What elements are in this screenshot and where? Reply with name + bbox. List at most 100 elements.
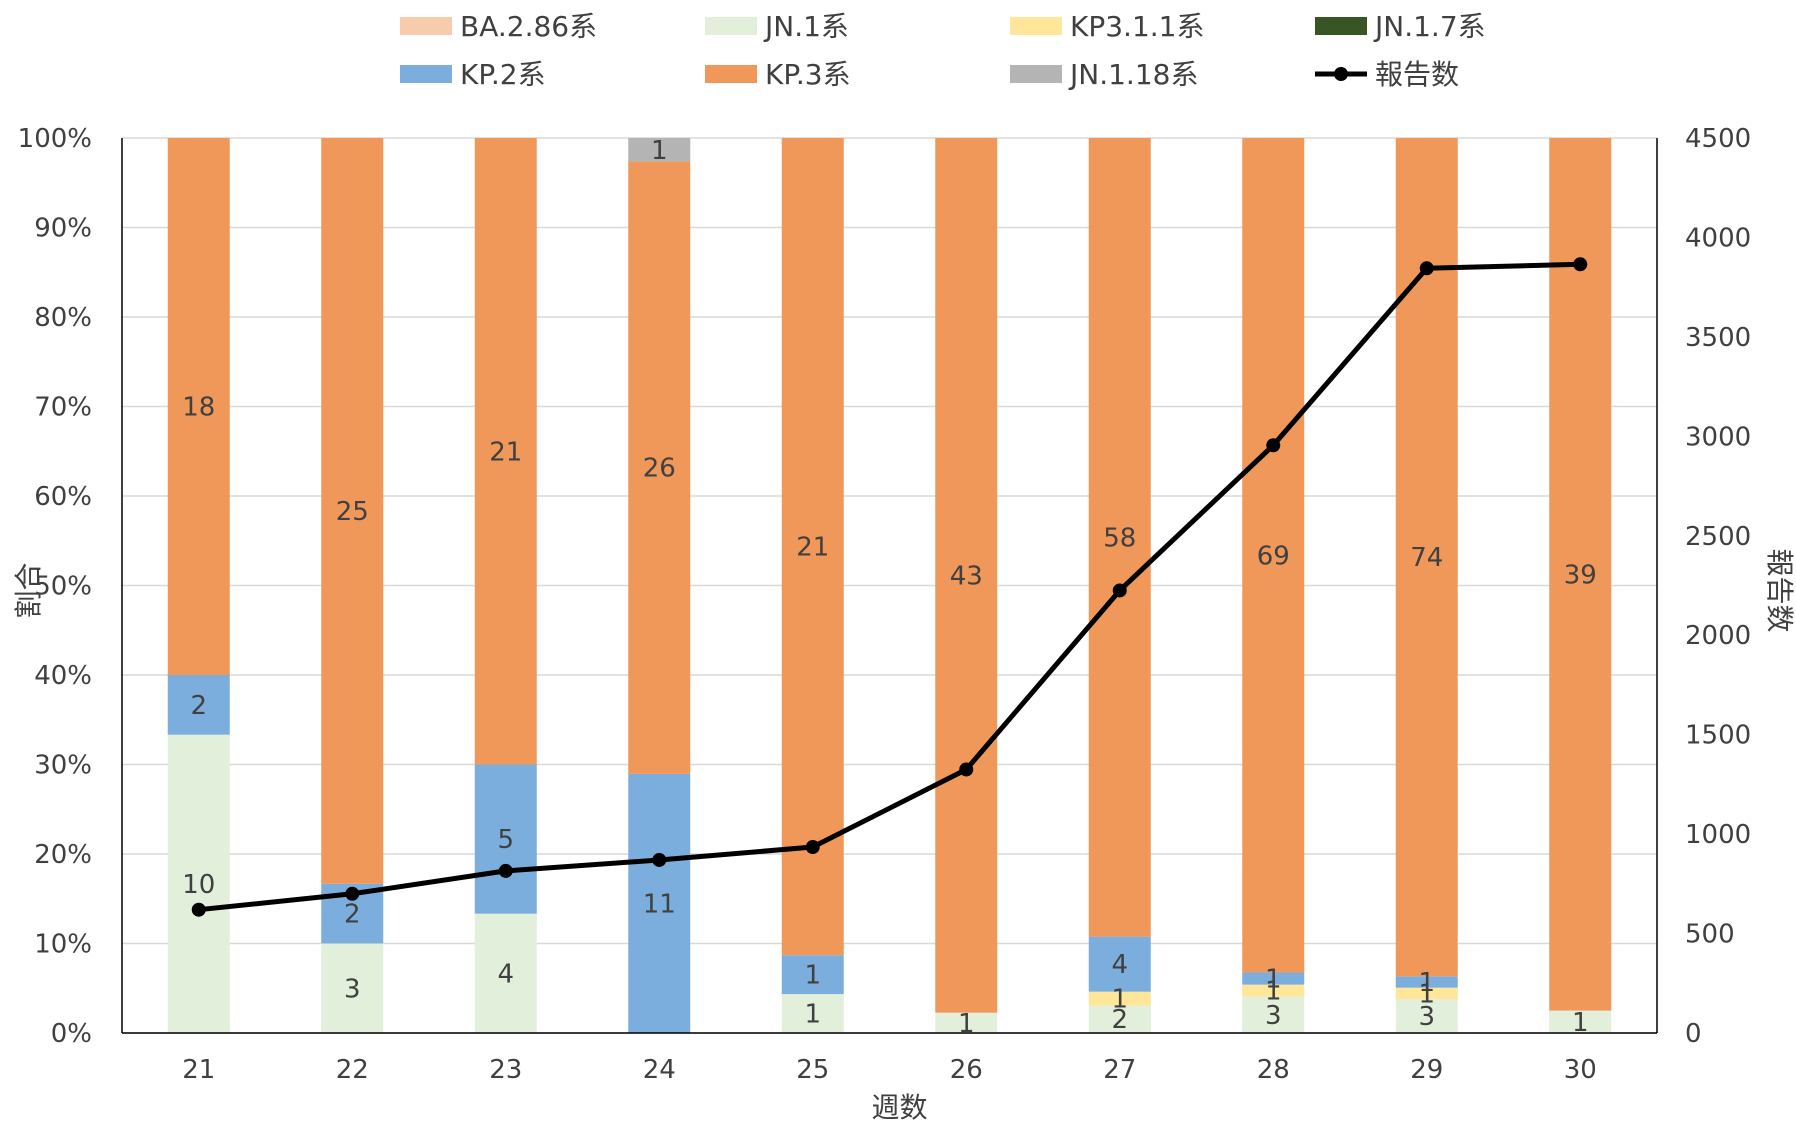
x-tick-label: 28 [1257,1055,1290,1085]
bar-data-label: 1 [1265,977,1282,1007]
bars [167,138,1612,1033]
x-tick-label: 24 [643,1055,676,1085]
x-tick-label: 30 [1564,1055,1597,1085]
y-tick-label: 20% [34,840,92,870]
bar-segment [167,734,230,1033]
bar-segment [1549,138,1612,1011]
x-tick-label: 23 [489,1055,522,1085]
report-count-point [1266,438,1281,453]
y2-tick-label: 1000 [1685,820,1751,850]
bar-data-label: 69 [1257,541,1290,571]
bar-data-label: 2 [190,691,207,721]
x-tick-label: 22 [336,1055,369,1085]
bar-segment [1242,138,1305,973]
bar-data-label: 2 [1111,1005,1128,1035]
bar-segment [1549,1010,1612,1033]
x-axis-title: 週数 [871,1091,927,1124]
bar-segment [321,943,384,1033]
y-tick-label: 70% [34,393,92,423]
legend: BA.2.86系 JN.1系 KP3.1.1系 JN.1.7系 KP.2系 KP.3系 JN… [400,10,1486,91]
bar-data-label: 1 [1265,965,1282,995]
y2-tick-label: 4500 [1685,124,1751,154]
x-tick-label: 25 [796,1055,829,1085]
bar-data-label: 25 [336,497,369,527]
bar-segment [1242,972,1305,985]
bar-data-labels: 1021832254521112611121143214583116931174… [182,136,1597,1039]
bar-data-label: 1 [1572,1008,1589,1038]
legend-label: 報告数 [1375,58,1459,91]
legend-label: BA.2.86系 [460,10,597,43]
bar-data-label: 4 [497,959,514,989]
bar-segment [628,773,691,1033]
bar-data-label: 3 [344,974,361,1004]
bar-segment [781,994,844,1033]
bar-data-label: 1 [1418,979,1435,1009]
report-count-point [191,902,206,917]
bar-data-label: 21 [489,437,522,467]
y2-tick-label: 2500 [1685,522,1751,552]
bar-segment [1395,987,1458,1000]
y2-tick-label: 1500 [1685,721,1751,751]
bar-data-label: 74 [1410,543,1443,573]
bar-data-label: 58 [1103,523,1136,553]
legend-swatch [1010,17,1062,35]
x-tick-label: 21 [182,1055,215,1085]
report-count-line [191,257,1588,917]
x-tick-label: 29 [1410,1055,1443,1085]
legend-label: KP.2系 [460,58,546,91]
bar-data-label: 1 [804,1000,821,1030]
bar-segment [1088,1005,1151,1033]
bar-data-label: 1 [958,1009,975,1039]
report-count-point [345,886,360,901]
y-tick-label: 0% [51,1019,92,1049]
report-count-point [1112,583,1127,598]
bar-segment [1088,138,1151,937]
report-count-point [959,762,974,777]
bar-data-label: 26 [643,454,676,484]
y-tick-label: 30% [34,751,92,781]
legend-swatch [705,17,757,35]
bar-segment [1242,996,1305,1033]
legend-swatch [1010,65,1062,83]
y2-tick-label: 3500 [1685,323,1751,353]
y-tick-label: 40% [34,661,92,691]
bar-segment [628,138,691,162]
legend-label: KP3.1.1系 [1070,10,1205,43]
y-axis-title: 割合 [12,562,45,618]
bar-segment [935,1012,998,1033]
report-count-polyline [198,261,1581,913]
bar-segment [1395,138,1458,977]
bar-data-label: 5 [497,825,514,855]
y-tick-label: 60% [34,482,92,512]
legend-swatch [400,17,452,35]
y2-tick-label: 4000 [1685,223,1751,253]
bar-data-label: 11 [643,889,676,919]
legend-line-marker [1334,67,1348,81]
bar-data-label: 1 [1111,985,1128,1015]
bar-segment [1088,936,1151,992]
bar-segment [781,138,844,956]
x-tick-label: 27 [1103,1055,1136,1085]
bar-segment [474,138,537,765]
bar-data-label: 43 [950,561,983,591]
bar-data-label: 2 [344,900,361,930]
bar-segment [474,764,537,914]
y2-tick-label: 500 [1685,920,1735,950]
y-tick-label: 90% [34,214,92,244]
report-count-point [498,863,513,878]
bar-data-label: 1 [1418,968,1435,998]
bar-data-label: 18 [182,393,215,423]
legend-swatch [400,65,452,83]
bar-segment [1395,999,1458,1033]
bar-data-label: 21 [796,533,829,563]
report-count-point [805,840,820,855]
bar-data-label: 1 [651,136,668,166]
bar-segment [935,138,998,1013]
bar-data-label: 39 [1564,560,1597,590]
legend-label: JN.1系 [763,10,849,43]
bar-segment [167,138,230,675]
bar-segment [167,675,230,735]
y-tick-label: 80% [34,303,92,333]
